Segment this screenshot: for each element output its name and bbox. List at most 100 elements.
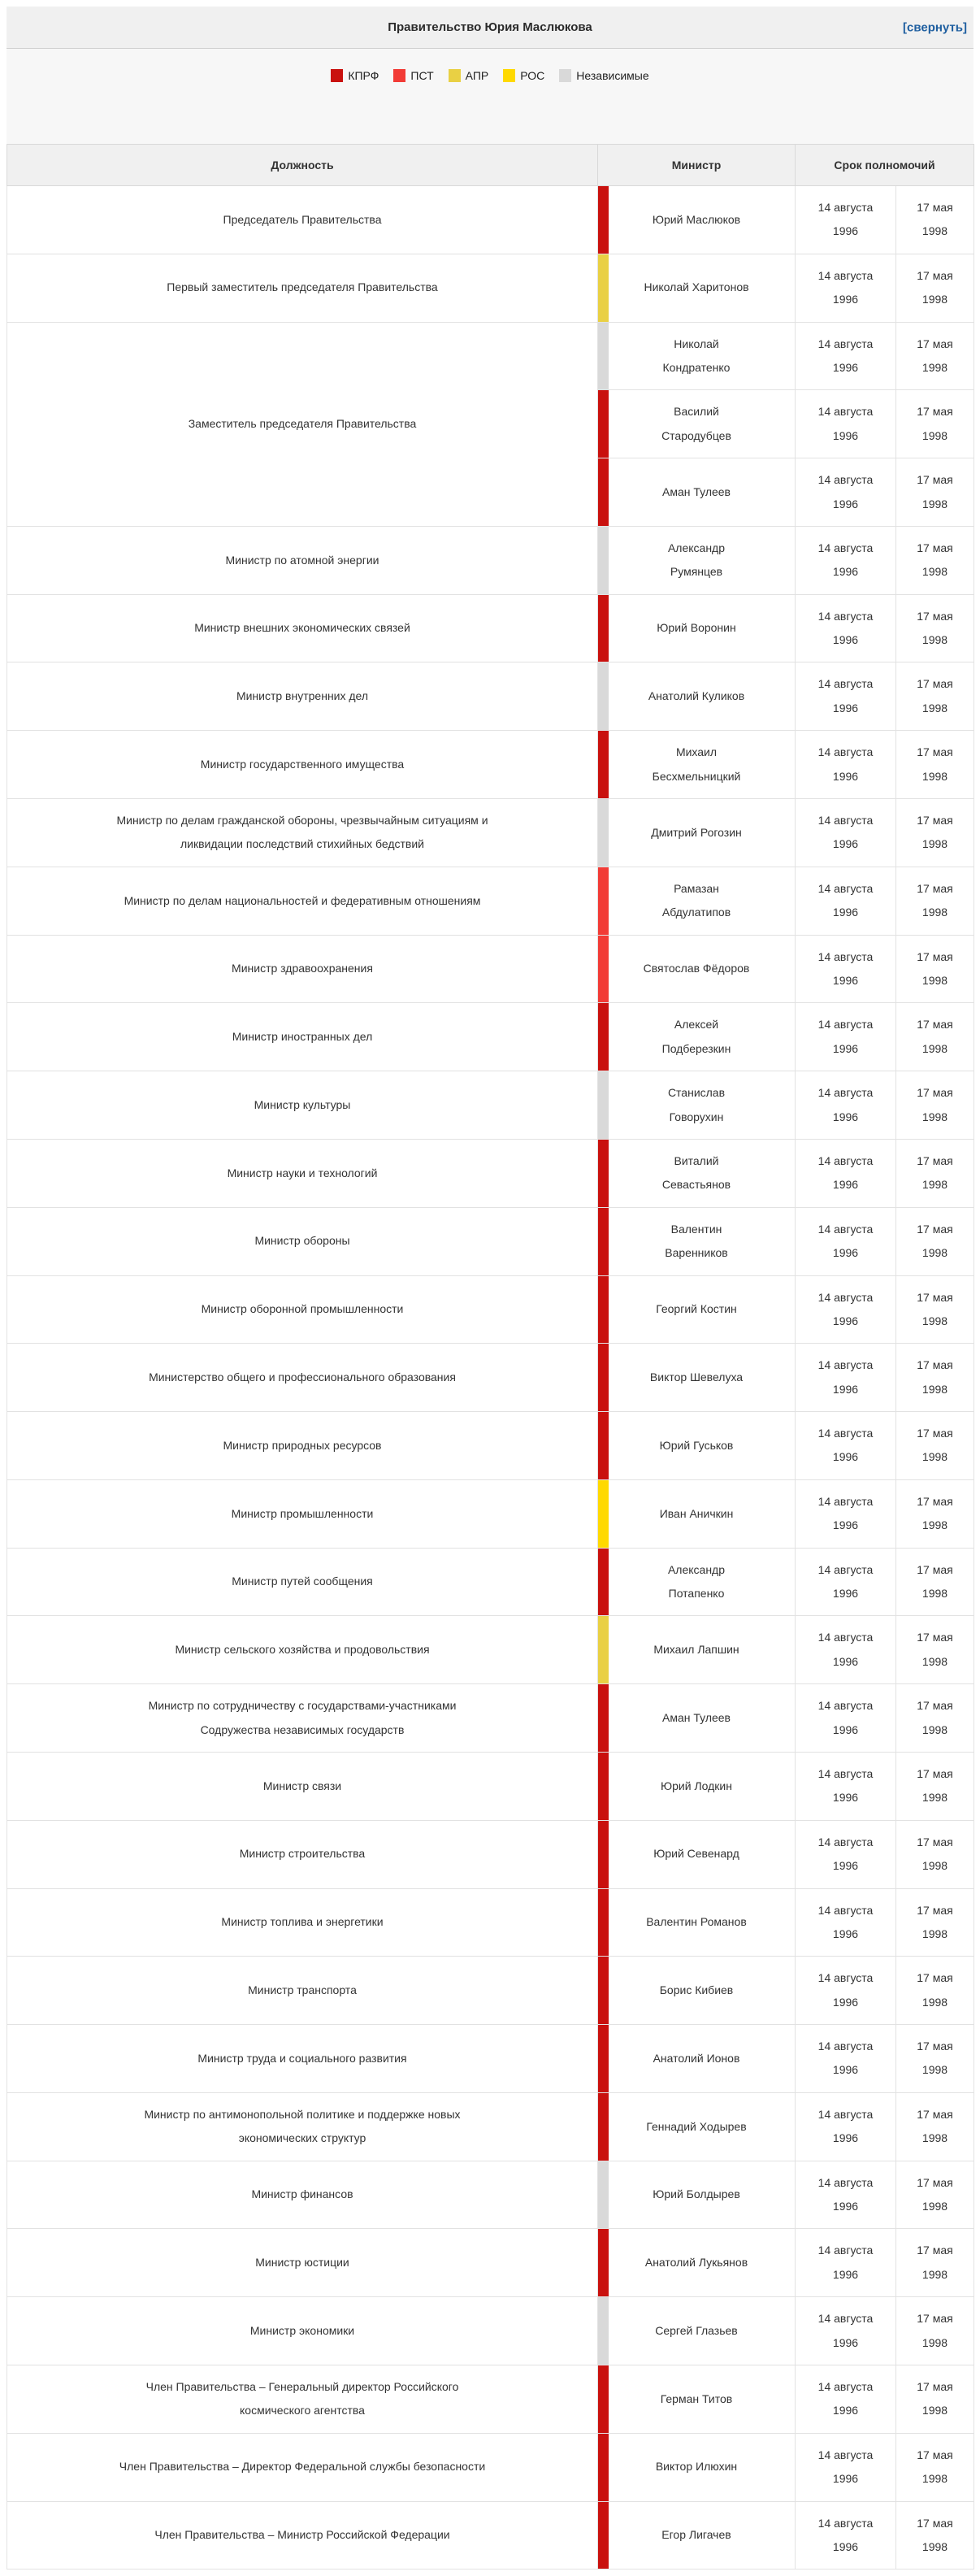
nezav-color-swatch	[559, 69, 572, 82]
minister-name: Юрий Лодкин	[661, 1779, 732, 1792]
ros-color-swatch	[503, 69, 516, 82]
term-start-cell: 14 августа 1996	[795, 1275, 896, 1344]
minister-cell: Анатолий Лукьянов	[597, 2228, 796, 2298]
table-row: Член Правительства – Министр Российской …	[7, 2500, 975, 2570]
position-text: Министр путей сообщения	[232, 1575, 373, 1588]
position-cell: Министр культуры	[7, 1071, 598, 1140]
minister-cell: Георгий Костин	[597, 1275, 796, 1344]
minister-cell: Валентин Варенников	[597, 1206, 796, 1276]
position-text: Председатель Правительства	[223, 212, 382, 226]
minister-name: Василий Стародубцев	[661, 405, 731, 442]
kprf-party-bar	[598, 1412, 609, 1479]
term-end: 17 мая 1998	[917, 337, 953, 374]
kprf-party-bar	[598, 1207, 609, 1275]
minister-name: Борис Кибиев	[659, 1983, 734, 1996]
term-end: 17 мая 1998	[917, 1018, 953, 1055]
term-end-cell: 17 мая 1998	[895, 1275, 975, 1344]
position-text: Министр промышленности	[231, 1506, 374, 1520]
kprf-party-bar	[598, 2025, 609, 2092]
term-start: 14 августа 1996	[817, 1153, 874, 1192]
term-end: 17 мая 1998	[917, 1222, 953, 1260]
term-start-cell: 14 августа 1996	[795, 1071, 896, 1140]
table-row: Министр по делам гражданской обороны, чр…	[7, 798, 975, 867]
ros-party-bar	[598, 1479, 609, 1548]
term-end: 17 мая 1998	[917, 1699, 953, 1736]
term-end: 17 мая 1998	[917, 2380, 953, 2417]
term-start: 14 августа 1996	[817, 268, 874, 306]
kprf-party-bar	[598, 1752, 609, 1820]
term-end-cell: 17 мая 1998	[895, 1547, 975, 1617]
table-row: Министр промышленности Иван Аничкин 14 авг…	[7, 1479, 975, 1549]
minister-cell: Николай Кондратенко	[597, 321, 796, 391]
term-start: 14 августа 1996	[817, 1766, 874, 1805]
table-row: Министр по антимонопольной политике и по…	[7, 2092, 975, 2161]
term-start-cell: 14 августа 1996	[795, 730, 896, 800]
pst-party-bar	[598, 867, 609, 935]
collapse-link[interactable]: [свернуть]	[902, 20, 967, 34]
kprf-party-bar	[598, 2501, 609, 2569]
position-cell: Министерство общего и профессионального …	[7, 1343, 598, 1413]
minister-name: Юрий Гуськов	[659, 1438, 734, 1452]
minister-cell: Святослав Фёдоров	[597, 934, 796, 1004]
kprf-party-bar	[598, 731, 609, 799]
term-start-cell: 14 августа 1996	[795, 1887, 896, 1957]
position-cell: Член Правительства – Министр Российской …	[7, 2500, 598, 2570]
table-row: Министр экономики Сергей Глазьев 14 август…	[7, 2296, 975, 2365]
term-end: 17 мая 1998	[917, 268, 953, 306]
minister-cell: Герман Титов	[597, 2365, 796, 2434]
term-start: 14 августа 1996	[817, 2244, 874, 2281]
term-end-cell: 17 мая 1998	[895, 730, 975, 800]
term-start-cell: 14 августа 1996	[795, 2500, 896, 2570]
term-end-cell: 17 мая 1998	[895, 662, 975, 732]
table-row: Министр по атомной энергии Александр Румя…	[7, 525, 975, 595]
position-cell: Член Правительства – Директор Федерально…	[7, 2432, 598, 2502]
term-end: 17 мая 1998	[917, 201, 953, 238]
nezav-party-bar	[598, 526, 609, 594]
term-end: 17 мая 1998	[917, 2516, 953, 2553]
position-text: Министр государственного имущества	[200, 757, 405, 771]
minister-cell: Василий Стародубцев	[597, 389, 796, 459]
term-start: 14 августа 1996	[817, 881, 874, 919]
minister-cell: Александр Потапенко	[597, 1547, 796, 1617]
position-cell: Министр здравоохранения	[7, 934, 598, 1004]
term-end-cell: 17 мая 1998	[895, 1956, 975, 2026]
term-start: 14 августа 1996	[817, 201, 874, 238]
term-end-cell: 17 мая 1998	[895, 593, 975, 663]
term-end: 17 мая 1998	[917, 2175, 953, 2213]
table-row: Министр труда и социального развития Анат…	[7, 2024, 975, 2093]
kprf-party-bar	[598, 1684, 609, 1752]
term-start: 14 августа 1996	[817, 1699, 874, 1736]
position-text: Министр культуры	[254, 1097, 351, 1111]
minister-name: Виктор Шевелуха	[649, 1370, 744, 1384]
kprf-party-bar	[598, 2365, 609, 2433]
legend-label: Независимые	[576, 69, 649, 82]
minister-name: Виктор Илюхин	[655, 2460, 738, 2474]
position-text: Министр труда и социального развития	[197, 2051, 407, 2065]
minister-name: Юрий Болдырев	[653, 2187, 740, 2201]
position-text: Министр здравоохранения	[232, 962, 373, 975]
position-text: Министерство общего и профессионального …	[149, 1370, 456, 1384]
minister-cell: Анатолий Ионов	[597, 2024, 796, 2093]
table-row: Аман Тулеев 14 августа 1996 17 мая 1998	[7, 458, 975, 527]
term-start: 14 августа 1996	[817, 2380, 874, 2417]
legend-label: КПРФ	[348, 69, 379, 82]
term-end: 17 мая 1998	[917, 541, 953, 579]
table-row: Министр путей сообщения Александр Потапен…	[7, 1547, 975, 1617]
term-start-cell: 14 августа 1996	[795, 2296, 896, 2365]
term-end-cell: 17 мая 1998	[895, 253, 975, 323]
term-start: 14 августа 1996	[817, 1358, 874, 1396]
position-cell: Министр обороны	[7, 1206, 598, 1276]
minister-name: Аман Тулеев	[661, 484, 731, 498]
legend-item-nezav: Независимые	[559, 69, 649, 82]
term-end-cell: 17 мая 1998	[895, 866, 975, 936]
minister-name: Рамазан Абдулатипов	[661, 881, 731, 919]
term-end-cell: 17 мая 1998	[895, 1819, 975, 1889]
kprf-party-bar	[598, 2092, 609, 2161]
table-row: Министр государственного имущества Михаил…	[7, 730, 975, 800]
term-end: 17 мая 1998	[917, 2448, 953, 2486]
position-text: Министр науки и технологий	[227, 1166, 378, 1179]
minister-cell: Николай Харитонов	[597, 253, 796, 323]
minister-name: Михаил Лапшин	[653, 1643, 739, 1657]
position-text: Министр внешних экономических связей	[194, 621, 410, 635]
term-start: 14 августа 1996	[817, 1971, 874, 2009]
